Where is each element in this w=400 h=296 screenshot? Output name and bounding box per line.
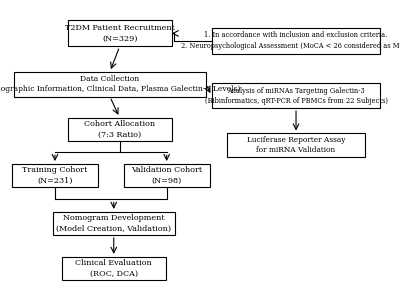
Text: Analysis of miRNAs Targeting Galectin-3
(Bibinformatics, qRT-PCR of PBMCs from 2: Analysis of miRNAs Targeting Galectin-3 … (204, 87, 388, 105)
Text: 1. In accordance with inclusion and exclusion criteria.
2. Neuropsychological As: 1. In accordance with inclusion and excl… (181, 31, 400, 50)
FancyBboxPatch shape (12, 164, 98, 187)
Text: Nomogram Development
(Model Creation, Validation): Nomogram Development (Model Creation, Va… (56, 214, 171, 233)
FancyBboxPatch shape (53, 212, 174, 235)
Text: Data Collection
(Demographic Information, Clinical Data, Plasma Galectin-3 Level: Data Collection (Demographic Information… (0, 75, 240, 93)
FancyBboxPatch shape (14, 72, 206, 96)
FancyBboxPatch shape (212, 83, 380, 108)
FancyBboxPatch shape (124, 164, 210, 187)
FancyBboxPatch shape (62, 257, 166, 280)
Text: Cohort Allocation
(7:3 Ratio): Cohort Allocation (7:3 Ratio) (84, 120, 155, 138)
Text: Training Cohort
(N=231): Training Cohort (N=231) (22, 166, 88, 185)
Text: Clinical Evaluation
(ROC, DCA): Clinical Evaluation (ROC, DCA) (75, 259, 152, 278)
FancyBboxPatch shape (228, 133, 365, 157)
FancyBboxPatch shape (68, 118, 172, 141)
Text: Luciferase Reporter Assay
for miRNA Validation: Luciferase Reporter Assay for miRNA Vali… (247, 136, 345, 154)
Text: Validation Cohort
(N=98): Validation Cohort (N=98) (131, 166, 202, 185)
FancyBboxPatch shape (68, 20, 172, 46)
Text: T2DM Patient Recruitment
(N=329): T2DM Patient Recruitment (N=329) (65, 24, 174, 43)
FancyBboxPatch shape (212, 28, 380, 54)
